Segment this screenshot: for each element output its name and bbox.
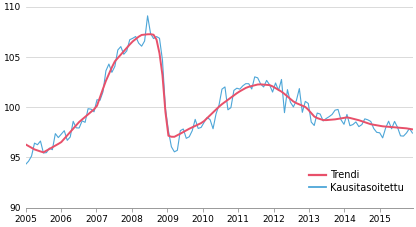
Line: Kausitasoitettu: Kausitasoitettu — [25, 16, 412, 164]
Trendi — [181, 131, 186, 133]
Kausitasoitettu — [267, 84, 272, 86]
Trendi — [23, 143, 28, 146]
Trendi — [225, 99, 230, 101]
Kausitasoitettu — [23, 163, 28, 166]
Trendi — [62, 137, 67, 140]
Trendi — [148, 33, 153, 36]
Kausitasoitettu — [246, 82, 251, 85]
Kausitasoitettu — [327, 115, 332, 118]
Trendi — [41, 151, 46, 154]
Kausitasoitettu — [92, 111, 97, 113]
Kausitasoitettu — [410, 132, 415, 134]
Trendi — [324, 119, 329, 121]
Kausitasoitettu — [38, 140, 43, 142]
Trendi — [172, 136, 177, 138]
Legend: Trendi, Kausitasoitettu: Trendi, Kausitasoitettu — [305, 166, 408, 197]
Kausitasoitettu — [145, 15, 150, 17]
Trendi — [410, 128, 415, 131]
Kausitasoitettu — [312, 124, 317, 127]
Trendi — [151, 33, 156, 36]
Line: Trendi: Trendi — [25, 34, 412, 152]
